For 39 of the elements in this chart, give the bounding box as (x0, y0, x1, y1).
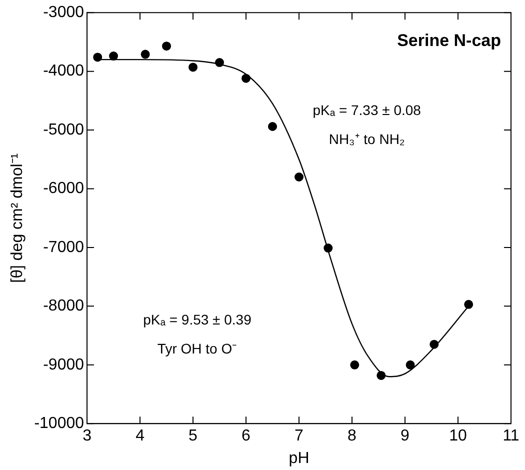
point (109, 52, 118, 61)
point (268, 122, 278, 132)
y-tick-label: -3000 (43, 4, 84, 22)
point (324, 244, 333, 253)
point (406, 360, 415, 370)
y-tick-label: -5000 (43, 121, 84, 138)
y-tick-label: -7000 (43, 238, 84, 256)
point (188, 62, 198, 72)
annotation: Tyr OH to O⁻ (157, 340, 238, 356)
y-tick-label: -8000 (43, 298, 84, 315)
x-tick-label: 3 (82, 428, 92, 445)
x-tick-label: 10 (449, 428, 468, 445)
point (242, 74, 251, 83)
text: Serine N-cap (397, 30, 501, 50)
x-tick-label: 4 (136, 428, 145, 445)
annotation: pKₐ = 7.33 ± 0.08 (312, 102, 422, 118)
annotation: NH₃⁺ to NH₂ (328, 130, 405, 147)
y-tick-label: -6000 (43, 180, 84, 198)
y-axis-title: [θ] deg cm² dmol⁻¹ (9, 153, 26, 283)
point (350, 360, 360, 370)
x-tick-label: 6 (242, 428, 251, 445)
annotation: pKₐ = 9.53 ± 0.39 (143, 312, 252, 328)
point (430, 340, 439, 349)
x-tick-label: 11 (502, 428, 520, 445)
x-tick-label: 9 (400, 428, 410, 445)
y-tick-label: -4000 (43, 62, 84, 80)
x-tick-label: 5 (188, 428, 198, 445)
point (464, 300, 474, 309)
y-tick-label: -10000 (34, 415, 84, 432)
point (215, 58, 224, 68)
point (294, 172, 304, 182)
point (162, 42, 172, 51)
point (140, 50, 150, 59)
x-axis-title: pH (288, 450, 310, 467)
x-tick-label: 8 (348, 428, 357, 445)
y-tick-label: -9000 (43, 356, 84, 374)
x-tick-label: 7 (294, 428, 304, 445)
point (93, 52, 102, 62)
point (376, 370, 386, 380)
